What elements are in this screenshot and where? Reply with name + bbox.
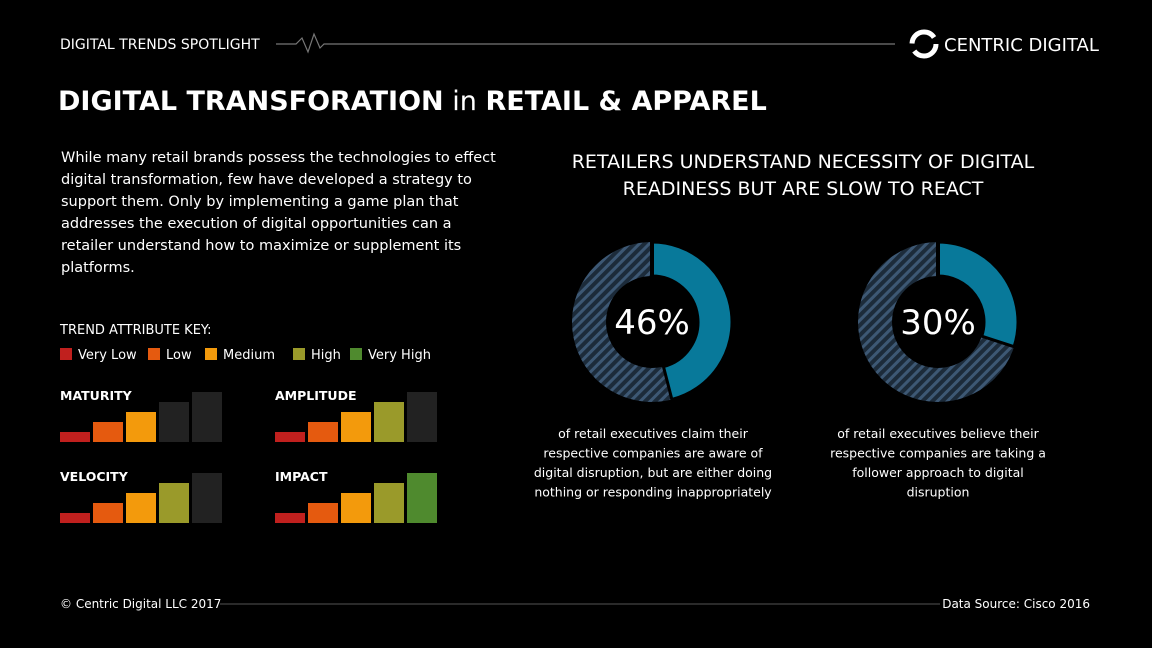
title-part: in [452,86,477,117]
attribute-bar [159,483,189,523]
intro-line: addresses the execution of digital oppor… [61,216,452,232]
key-swatch [350,348,362,360]
intro-line: digital transformation, few have develop… [61,172,472,188]
key-swatch [148,348,160,360]
stat-caption: of retail executives believe their [837,426,1039,441]
attribute-bar [308,503,338,523]
stat-caption: disruption [907,485,970,500]
attribute-bar [126,412,156,442]
stats-title: RETAILERS UNDERSTAND NECESSITY OF DIGITA… [572,151,1035,173]
key-label: Low [166,348,192,363]
title-part: RETAIL & APPAREL [485,86,766,117]
key-label: Medium [223,348,275,363]
key-label: High [311,348,341,363]
attribute-bar [60,432,90,442]
attribute-bar [159,402,189,442]
copyright: © Centric Digital LLC 2017 [60,597,221,611]
intro-line: retailer understand how to maximize or s… [61,238,461,254]
logo [909,29,939,59]
attribute-bar [374,483,404,523]
stat-value: 30% [900,303,976,343]
attribute-bar [341,493,371,523]
stat-caption: digital disruption, but are either doing [534,465,772,480]
intro-line: While many retail brands possess the tec… [61,150,496,166]
section-label: DIGITAL TRENDS SPOTLIGHT [60,37,260,53]
donut-segment [650,240,734,402]
title-part: DIGITAL TRANSFORATION [58,86,444,117]
key-swatch [205,348,217,360]
stat-value: 46% [614,303,690,343]
stat-caption: respective companies are aware of [543,446,763,461]
key-label: Very Low [78,348,137,363]
intro-line: platforms. [61,260,135,276]
attribute-name: IMPACT [275,469,328,484]
attribute-name: VELOCITY [60,469,129,484]
donut-segment [936,240,1020,349]
attribute-bar [407,473,437,523]
page-title: DIGITAL TRANSFORATION in RETAIL & APPARE… [58,86,767,117]
key-swatch [293,348,305,360]
attribute-name: AMPLITUDE [275,388,356,403]
attribute-bar [275,513,305,523]
brand: CENTRIC DIGITAL [944,35,1099,56]
key-label: Very High [368,348,431,363]
attribute-bar [308,422,338,442]
stat-caption: respective companies are taking a [830,446,1046,461]
stat-caption: follower approach to digital [852,465,1024,480]
attribute-bar [192,473,222,523]
stat-caption: of retail executives claim their [558,426,749,441]
attribute-bar [407,392,437,442]
attribute-bar [341,412,371,442]
stat-caption: nothing or responding inappropriately [534,485,772,500]
source: Data Source: Cisco 2016 [942,597,1090,611]
attribute-bar [93,503,123,523]
stats-title: READINESS BUT ARE SLOW TO REACT [623,178,984,200]
attribute-bar [275,432,305,442]
attribute-bar [126,493,156,523]
key-swatch [60,348,72,360]
attribute-name: MATURITY [60,388,133,403]
attribute-bar [93,422,123,442]
header-rule [276,32,895,54]
attribute-bar [374,402,404,442]
key-title: TREND ATTRIBUTE KEY: [59,323,212,338]
attribute-bar [60,513,90,523]
intro-line: support them. Only by implementing a gam… [61,194,459,210]
attribute-bar [192,392,222,442]
